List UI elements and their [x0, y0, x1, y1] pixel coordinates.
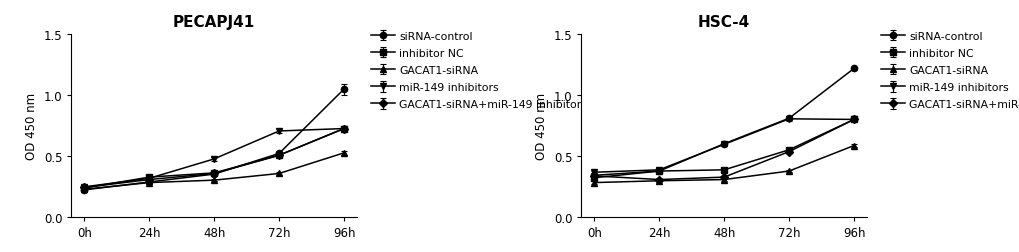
Title: HSC-4: HSC-4 — [697, 15, 750, 30]
Title: PECAPJ41: PECAPJ41 — [173, 15, 255, 30]
Y-axis label: OD 450 nm: OD 450 nm — [25, 92, 38, 160]
Legend: siRNA-control, inhibitor NC, GACAT1-siRNA, miR-149 inhibitors, GACAT1-siRNA+miR-: siRNA-control, inhibitor NC, GACAT1-siRN… — [880, 32, 1019, 110]
Legend: siRNA-control, inhibitor NC, GACAT1-siRNA, miR-149 inhibitors, GACAT1-siRNA+miR-: siRNA-control, inhibitor NC, GACAT1-siRN… — [371, 32, 587, 110]
Y-axis label: OD 450 nm: OD 450 nm — [535, 92, 547, 160]
